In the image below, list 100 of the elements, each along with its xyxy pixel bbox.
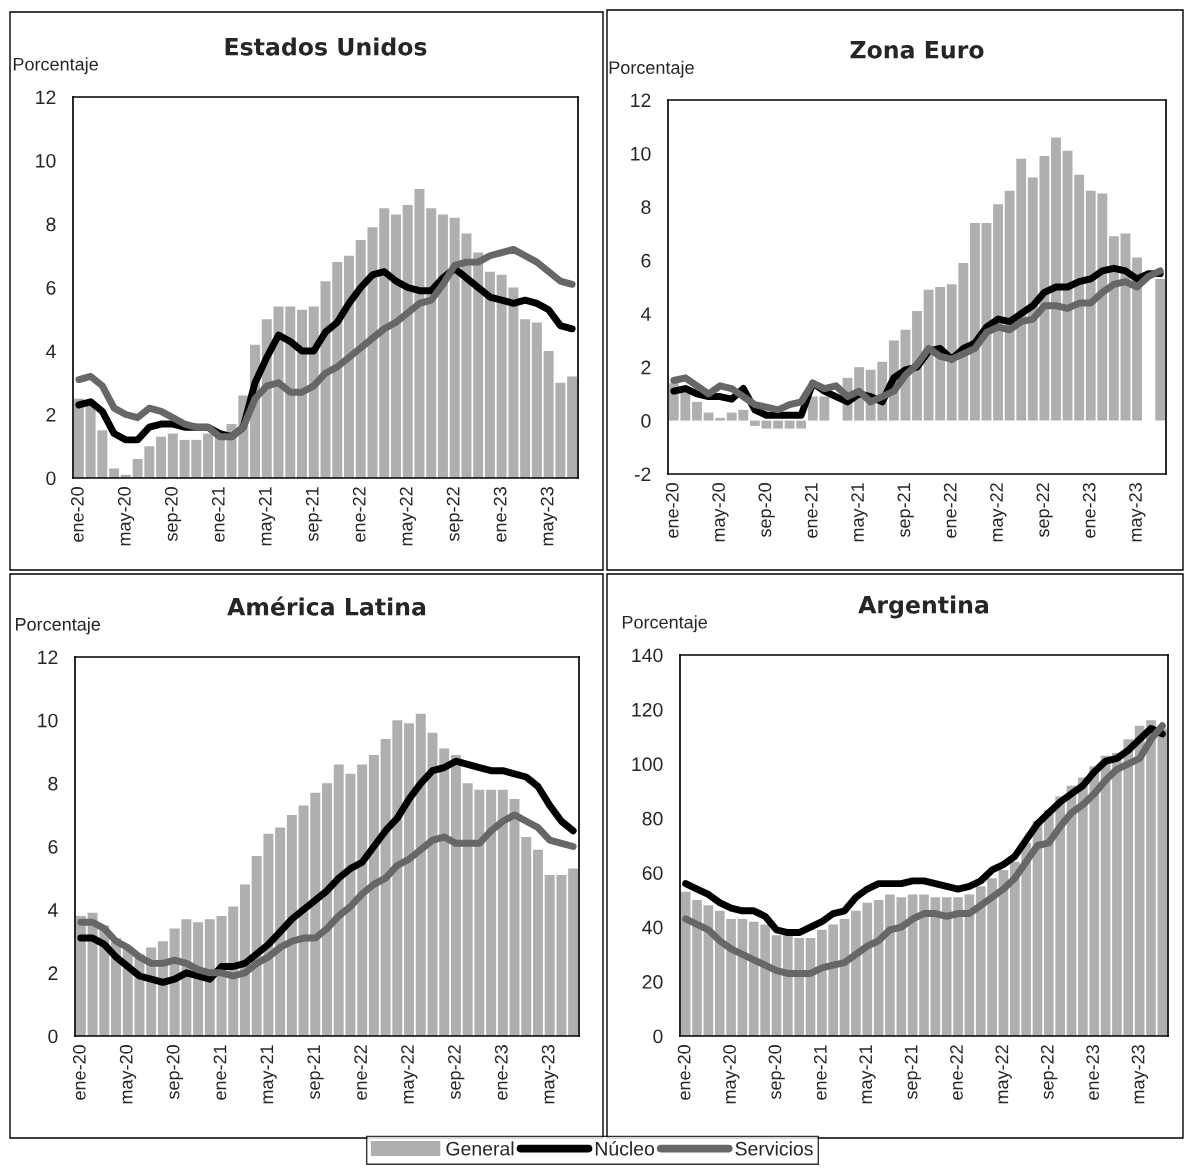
y-tick-label: 0 — [48, 1029, 58, 1044]
x-tick-label: may-20 — [723, 1045, 740, 1104]
y-tick-label: 6 — [641, 253, 651, 268]
bar — [1155, 278, 1166, 421]
bar — [1074, 174, 1085, 421]
y-tick-label: 10 — [38, 713, 58, 728]
x-tick-label: ene-20 — [72, 1045, 86, 1100]
y-tick-label: 20 — [642, 975, 663, 989]
bar — [761, 420, 772, 429]
bar — [568, 868, 579, 1036]
x-tick-label: may-23 — [1129, 483, 1146, 542]
x-tick-label: may-21 — [851, 483, 868, 542]
chart-title: América Latina — [227, 596, 426, 616]
y-tick-label: 8 — [46, 217, 56, 232]
y-axis-title: Porcentaje — [16, 617, 101, 635]
x-tick-label: may-23 — [540, 487, 558, 546]
y-tick-label: 12 — [36, 90, 56, 105]
x-tick-label: ene-22 — [943, 483, 957, 538]
bar — [773, 420, 783, 429]
y-tick-label: 40 — [642, 920, 663, 935]
y-tick-label: 10 — [631, 146, 651, 161]
chart-title: Zona Euro — [850, 41, 984, 59]
x-tick-label: ene-21 — [813, 1045, 827, 1100]
y-tick-label: 4 — [640, 307, 651, 321]
x-tick-label: ene-23 — [1086, 1045, 1100, 1100]
bar — [357, 764, 368, 1036]
y-tick-label: 8 — [48, 776, 58, 791]
y-tick-label: 0 — [46, 471, 56, 486]
bar — [275, 827, 286, 1036]
bar — [969, 222, 980, 421]
x-tick-label: may-20 — [117, 487, 135, 546]
bar — [322, 783, 332, 1036]
bar — [715, 417, 726, 421]
bar — [450, 754, 461, 1036]
bar — [439, 748, 450, 1036]
x-tick-label: sep-22 — [1040, 1045, 1058, 1100]
bar — [156, 436, 167, 478]
bar — [1051, 137, 1061, 421]
bar — [497, 789, 508, 1036]
bar — [567, 376, 578, 478]
y-tick-label: 10 — [36, 153, 56, 168]
bar — [426, 208, 437, 478]
y-tick-label: 4 — [47, 903, 58, 917]
y-tick-label: 0 — [653, 1029, 663, 1044]
x-tick-label: may-20 — [712, 483, 729, 542]
x-tick-label: may-22 — [401, 1045, 418, 1104]
bar — [415, 713, 426, 1036]
bar — [390, 214, 401, 478]
x-tick-label: may-23 — [541, 1045, 559, 1104]
bar — [1132, 257, 1142, 421]
x-tick-label: ene-22 — [950, 1045, 963, 1100]
x-tick-label: sep-22 — [446, 487, 464, 542]
bar — [344, 255, 354, 478]
x-tick-label: ene-21 — [213, 1045, 227, 1100]
x-tick-label: sep-20 — [768, 1045, 785, 1100]
y-tick-label: 2 — [641, 360, 651, 375]
y-tick-label: 12 — [631, 93, 651, 108]
x-tick-label: ene-23 — [493, 487, 507, 542]
bar — [533, 849, 543, 1036]
bar — [703, 412, 714, 421]
bar — [749, 420, 760, 426]
bar — [486, 789, 497, 1036]
x-tick-label: ene-20 — [677, 1045, 691, 1100]
y-axis-title: Porcentaje — [622, 615, 707, 633]
y-tick-label: 2 — [48, 966, 58, 980]
x-tick-label: may-22 — [399, 487, 417, 546]
x-tick-label: sep-20 — [758, 483, 775, 538]
y-axis-title: Porcentaje — [13, 57, 98, 75]
bar — [1157, 728, 1168, 1036]
legend-label: Núcleo — [595, 1141, 655, 1156]
bar — [473, 252, 484, 478]
x-tick-label: sep-22 — [447, 1045, 465, 1100]
bar — [73, 398, 84, 478]
bar — [332, 262, 343, 478]
chart-title: Estados Unidos — [225, 37, 427, 56]
bar — [379, 208, 390, 478]
x-tick-label: may-22 — [990, 483, 1007, 542]
y-tick-label: 2 — [46, 407, 56, 422]
x-tick-label: may-21 — [260, 1045, 277, 1104]
x-tick-label: ene-23 — [1082, 483, 1096, 538]
x-tick-label: sep-21 — [307, 1045, 324, 1100]
x-tick-label: may-21 — [859, 1045, 876, 1104]
x-tick-label: ene-22 — [352, 487, 366, 542]
bar — [484, 271, 495, 478]
y-tick-label: 80 — [642, 811, 663, 826]
y-tick-label: 6 — [46, 280, 56, 295]
bar — [437, 214, 448, 478]
x-tick-label: sep-20 — [164, 487, 182, 542]
bar — [1108, 236, 1119, 421]
bar — [109, 468, 120, 478]
x-tick-label: may-21 — [258, 487, 276, 546]
x-tick-label: ene-23 — [494, 1045, 508, 1100]
bar — [404, 723, 415, 1036]
x-tick-label: ene-21 — [211, 487, 225, 542]
bar — [919, 894, 929, 1036]
y-axis-title: Porcentaje — [609, 60, 694, 78]
x-tick-label: may-23 — [1131, 1045, 1149, 1104]
x-tick-label: sep-22 — [1036, 483, 1053, 538]
y-tick-label: 6 — [48, 839, 58, 854]
bar — [1146, 720, 1156, 1036]
